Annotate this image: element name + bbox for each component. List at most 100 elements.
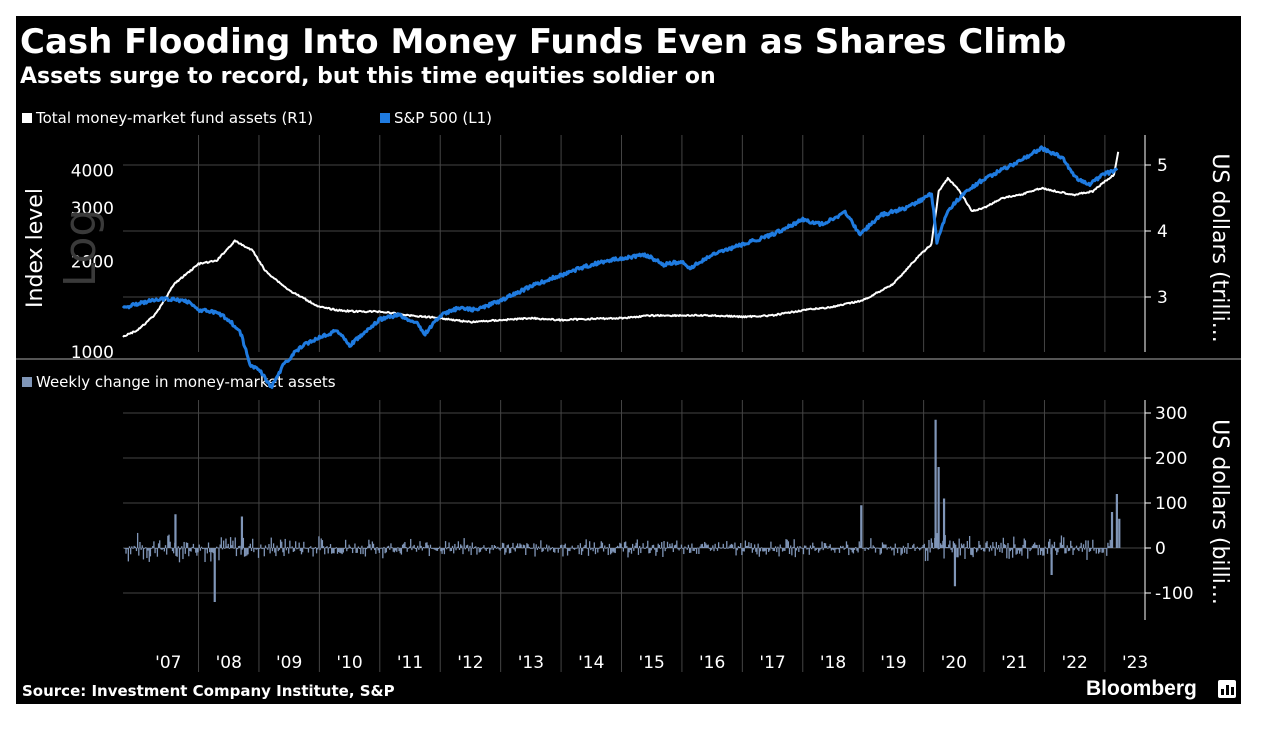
weekly-change-bar	[876, 547, 878, 549]
weekly-change-bar	[135, 548, 138, 552]
weekly-change-bar	[812, 542, 814, 548]
weekly-change-bar	[516, 543, 519, 548]
weekly-change-bar	[754, 544, 756, 548]
weekly-change-bar	[142, 548, 145, 560]
weekly-change-bar	[676, 540, 678, 548]
weekly-change-bar	[343, 548, 346, 549]
weekly-change-bar	[665, 547, 668, 549]
weekly-change-bar	[385, 548, 387, 553]
weekly-change-bar	[1018, 548, 1021, 554]
weekly-change-bar	[674, 544, 677, 548]
weekly-change-bar	[293, 548, 296, 552]
weekly-change-bar	[910, 548, 913, 549]
weekly-change-bar	[426, 542, 428, 548]
weekly-change-bar	[797, 546, 799, 548]
weekly-change-bar	[736, 548, 738, 551]
weekly-change-bar	[1015, 548, 1017, 555]
weekly-change-bar	[436, 548, 439, 551]
x-tick-label: '14	[578, 653, 604, 673]
weekly-change-bar	[188, 548, 190, 557]
weekly-change-bar	[262, 548, 264, 549]
weekly-change-bar	[937, 548, 939, 550]
weekly-change-bar	[421, 548, 423, 551]
weekly-change-bar	[719, 547, 721, 548]
weekly-change-bar	[439, 546, 441, 548]
weekly-change-bar	[558, 548, 561, 549]
weekly-change-bar	[177, 546, 179, 548]
weekly-change-bar	[939, 543, 942, 548]
weekly-change-bar	[695, 548, 698, 554]
weekly-change-bar	[134, 546, 136, 548]
weekly-change-bar	[407, 547, 410, 549]
weekly-change-bar	[339, 548, 341, 553]
weekly-change-bar	[482, 547, 484, 549]
weekly-change-bar	[852, 548, 855, 554]
weekly-change-bar	[900, 548, 902, 556]
weekly-change-bar	[666, 541, 669, 548]
weekly-change-bar	[975, 548, 978, 553]
weekly-change-bar	[974, 548, 977, 549]
weekly-change-bar	[566, 548, 569, 556]
weekly-change-bar	[358, 548, 361, 549]
weekly-change-bar	[299, 548, 301, 551]
weekly-change-bar	[1045, 548, 1047, 549]
weekly-change-bar	[1077, 548, 1079, 550]
weekly-change-bar	[688, 548, 691, 553]
weekly-change-bar	[892, 548, 894, 550]
weekly-change-bar	[960, 543, 963, 548]
weekly-change-bar	[1057, 548, 1059, 553]
legend-mmf: Total money-market fund assets (R1)	[22, 109, 313, 127]
weekly-change-bar	[862, 548, 864, 549]
weekly-change-bar	[411, 548, 413, 551]
weekly-change-bar	[594, 548, 597, 555]
weekly-change-bar	[382, 548, 384, 559]
weekly-change-bar	[429, 544, 432, 548]
weekly-change-bar	[757, 543, 759, 548]
weekly-change-bar	[253, 548, 255, 553]
weekly-change-bar	[1086, 548, 1088, 560]
weekly-change-bar	[778, 548, 780, 557]
weekly-change-bar	[623, 542, 626, 548]
weekly-change-bar	[1035, 544, 1037, 548]
weekly-change-bar	[587, 548, 590, 556]
weekly-change-bar	[709, 548, 712, 551]
weekly-change-bar	[845, 541, 848, 548]
weekly-change-bar	[747, 545, 749, 548]
weekly-change-bar	[433, 548, 435, 550]
weekly-change-bar	[195, 548, 197, 553]
weekly-change-bar	[697, 547, 699, 549]
weekly-change-bar	[255, 548, 257, 550]
weekly-change-bar	[783, 548, 785, 551]
left-tick-label: 2000	[71, 252, 114, 272]
weekly-change-bar	[655, 548, 657, 556]
weekly-change-bar	[755, 548, 757, 552]
weekly-change-bar	[618, 546, 620, 548]
weekly-change-bar	[609, 548, 612, 555]
weekly-change-bar	[332, 548, 334, 554]
weekly-change-bar	[988, 548, 991, 552]
weekly-change-bar	[630, 548, 633, 554]
weekly-change-bar	[456, 546, 458, 548]
weekly-change-bar	[238, 546, 240, 548]
weekly-change-bar	[283, 548, 285, 557]
weekly-change-bar	[412, 546, 414, 548]
weekly-change-bar	[494, 546, 497, 548]
weekly-change-bar	[642, 543, 644, 548]
weekly-change-bar	[183, 541, 185, 548]
weekly-change-bar	[130, 548, 132, 555]
weekly-change-bar	[138, 548, 140, 556]
weekly-change-bar	[463, 538, 465, 548]
weekly-change-bar	[334, 548, 336, 549]
sp500-line	[121, 145, 1119, 389]
weekly-change-bar	[887, 547, 889, 549]
weekly-change-bar	[159, 540, 161, 548]
weekly-change-bar	[484, 548, 486, 550]
weekly-change-bar	[786, 539, 788, 548]
weekly-change-bar	[877, 547, 879, 549]
weekly-change-bar	[478, 548, 480, 553]
weekly-change-bar	[178, 548, 181, 563]
weekly-change-bar	[849, 548, 851, 549]
weekly-change-bar	[604, 545, 606, 548]
weekly-change-bar	[598, 548, 600, 549]
weekly-change-bar	[874, 548, 877, 553]
